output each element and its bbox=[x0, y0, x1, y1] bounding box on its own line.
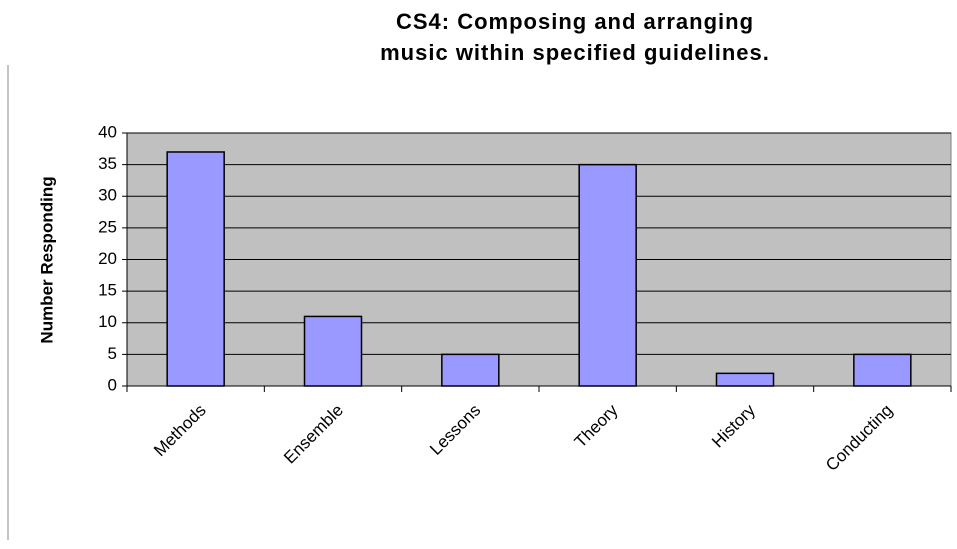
bar bbox=[715, 372, 775, 387]
x-tick-label: Methods bbox=[150, 401, 210, 461]
y-axis-label: Number Responding bbox=[37, 176, 56, 343]
x-tick-label: Ensemble bbox=[280, 401, 347, 468]
y-tick-label: 35 bbox=[98, 154, 117, 173]
x-tick-label: Conducting bbox=[822, 401, 896, 475]
y-tick-label: 25 bbox=[98, 217, 117, 236]
bar bbox=[578, 163, 637, 387]
y-tick-label: 30 bbox=[98, 186, 117, 205]
y-tick-label: 20 bbox=[98, 249, 117, 268]
y-tick-label: 40 bbox=[98, 122, 117, 141]
x-tick-label: Theory bbox=[571, 400, 622, 451]
x-tick-label: History bbox=[708, 400, 759, 451]
x-tick-label: Lessons bbox=[426, 401, 484, 459]
bar bbox=[441, 353, 500, 387]
y-tick-label: 15 bbox=[98, 281, 117, 300]
y-tick-label: 10 bbox=[98, 312, 117, 331]
y-tick-label: 5 bbox=[108, 344, 117, 363]
y-tick-label: 0 bbox=[108, 375, 117, 394]
bar bbox=[166, 151, 225, 387]
bar bbox=[303, 315, 363, 387]
chart-title: CS4: Composing and arranging music withi… bbox=[380, 9, 770, 65]
bar bbox=[853, 353, 912, 387]
